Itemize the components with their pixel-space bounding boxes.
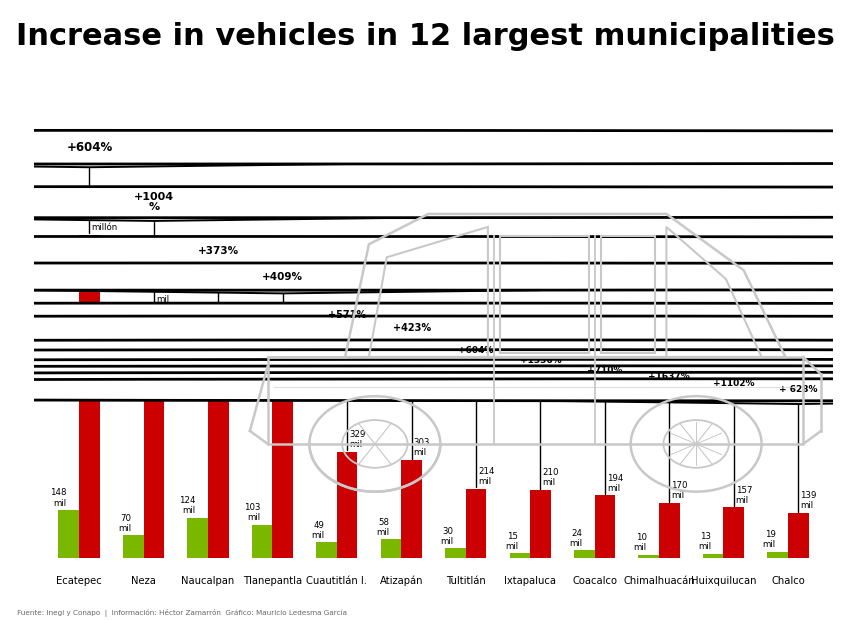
- Text: Chalco: Chalco: [771, 576, 805, 586]
- Circle shape: [0, 360, 850, 381]
- Circle shape: [0, 187, 850, 218]
- Circle shape: [0, 379, 850, 401]
- Text: +409%: +409%: [262, 272, 303, 281]
- Bar: [401, 460, 422, 558]
- Text: 58
mil: 58 mil: [376, 518, 389, 537]
- Text: +423%: +423%: [393, 324, 431, 334]
- Polygon shape: [25, 290, 541, 293]
- Text: 30
mil: 30 mil: [440, 526, 454, 546]
- Text: +373%: +373%: [198, 246, 239, 255]
- Text: Atizapán: Atizapán: [380, 576, 423, 587]
- Text: 70
mil: 70 mil: [118, 514, 131, 533]
- Text: +1336%: +1336%: [519, 356, 561, 365]
- Bar: [723, 507, 744, 558]
- Text: +571%: +571%: [328, 311, 366, 321]
- Bar: [466, 489, 486, 558]
- Text: 13
mil: 13 mil: [698, 532, 711, 551]
- Polygon shape: [347, 381, 850, 384]
- Circle shape: [0, 303, 850, 328]
- Text: Cuautitlán I.: Cuautitlán I.: [306, 576, 367, 586]
- Text: Fuente: Inegi y Conapo  |  Información: Héctor Zamarrón  Gráfico: Mauricio Ledes: Fuente: Inegi y Conapo | Información: Hé…: [17, 609, 347, 617]
- Bar: [208, 369, 229, 558]
- Text: 124
mil: 124 mil: [179, 496, 196, 515]
- Text: Ecatepec: Ecatepec: [56, 576, 102, 586]
- Bar: [79, 234, 99, 558]
- Circle shape: [0, 350, 850, 371]
- Text: +604%: +604%: [66, 141, 112, 154]
- Circle shape: [0, 340, 850, 362]
- Bar: [595, 495, 615, 558]
- Text: 139
mil: 139 mil: [800, 492, 817, 510]
- Bar: [445, 548, 466, 558]
- Bar: [768, 552, 788, 558]
- Polygon shape: [0, 218, 411, 221]
- Text: Tultitlán: Tultitlán: [446, 576, 485, 586]
- Circle shape: [0, 263, 850, 290]
- Polygon shape: [541, 401, 850, 404]
- Text: 148
mil: 148 mil: [50, 489, 67, 508]
- Text: Chimalhuacán: Chimalhuacán: [623, 576, 694, 586]
- Text: 584
mil: 584 mil: [220, 347, 236, 366]
- Text: 19
mil: 19 mil: [762, 530, 776, 549]
- Polygon shape: [218, 362, 734, 365]
- Bar: [144, 307, 164, 558]
- Bar: [272, 388, 293, 558]
- Bar: [316, 542, 337, 558]
- Text: 194
mil: 194 mil: [607, 474, 623, 493]
- Circle shape: [0, 130, 850, 164]
- Text: 49
mil: 49 mil: [311, 521, 325, 539]
- Text: 1
millón: 1 millón: [91, 213, 117, 232]
- Polygon shape: [283, 371, 798, 375]
- Text: 214
mil: 214 mil: [478, 467, 495, 486]
- Text: 103
mil: 103 mil: [244, 503, 260, 522]
- Text: Huixquilucan: Huixquilucan: [691, 576, 756, 586]
- Bar: [638, 555, 659, 558]
- Circle shape: [0, 236, 850, 265]
- Text: 24
mil: 24 mil: [570, 529, 582, 547]
- Bar: [530, 490, 551, 558]
- Bar: [337, 451, 358, 558]
- Bar: [659, 503, 680, 558]
- Bar: [187, 518, 208, 558]
- Text: 170
mil: 170 mil: [672, 481, 688, 500]
- Text: Ixtapaluca: Ixtapaluca: [504, 576, 556, 586]
- Polygon shape: [411, 388, 850, 391]
- Bar: [703, 554, 723, 558]
- Text: Coacalco: Coacalco: [572, 576, 617, 586]
- Bar: [509, 553, 530, 558]
- Text: 15
mil: 15 mil: [505, 531, 518, 551]
- Text: +1004
%: +1004 %: [133, 192, 174, 212]
- Text: 329
mil: 329 mil: [349, 430, 366, 449]
- Text: +710%: +710%: [587, 366, 622, 375]
- Text: 157
mil: 157 mil: [736, 485, 752, 505]
- Text: Tlanepantla: Tlanepantla: [243, 576, 302, 586]
- Text: 210
mil: 210 mil: [542, 469, 559, 487]
- Text: Naucalpan: Naucalpan: [181, 576, 235, 586]
- Polygon shape: [89, 328, 605, 331]
- Circle shape: [0, 366, 850, 388]
- Text: +1637%: +1637%: [649, 373, 690, 381]
- Polygon shape: [0, 164, 347, 167]
- Text: +604%: +604%: [458, 347, 494, 355]
- Circle shape: [0, 373, 850, 394]
- Text: + 628%: + 628%: [779, 385, 818, 394]
- Polygon shape: [476, 394, 850, 397]
- Text: 10
mil: 10 mil: [633, 533, 647, 552]
- Bar: [574, 550, 595, 558]
- Bar: [123, 535, 144, 558]
- Bar: [788, 513, 808, 558]
- Polygon shape: [0, 265, 476, 268]
- Bar: [59, 510, 79, 558]
- Bar: [381, 539, 401, 558]
- Circle shape: [0, 316, 850, 340]
- Bar: [252, 525, 272, 558]
- Text: Increase in vehicles in 12 largest municipalities: Increase in vehicles in 12 largest munic…: [15, 22, 835, 51]
- Text: 303
mil: 303 mil: [414, 438, 430, 458]
- Text: +1102%: +1102%: [713, 379, 755, 388]
- Text: 525
mil: 525 mil: [285, 366, 301, 386]
- Polygon shape: [154, 340, 669, 344]
- Text: 776
mil: 776 mil: [156, 285, 173, 304]
- Text: Neza: Neza: [131, 576, 156, 586]
